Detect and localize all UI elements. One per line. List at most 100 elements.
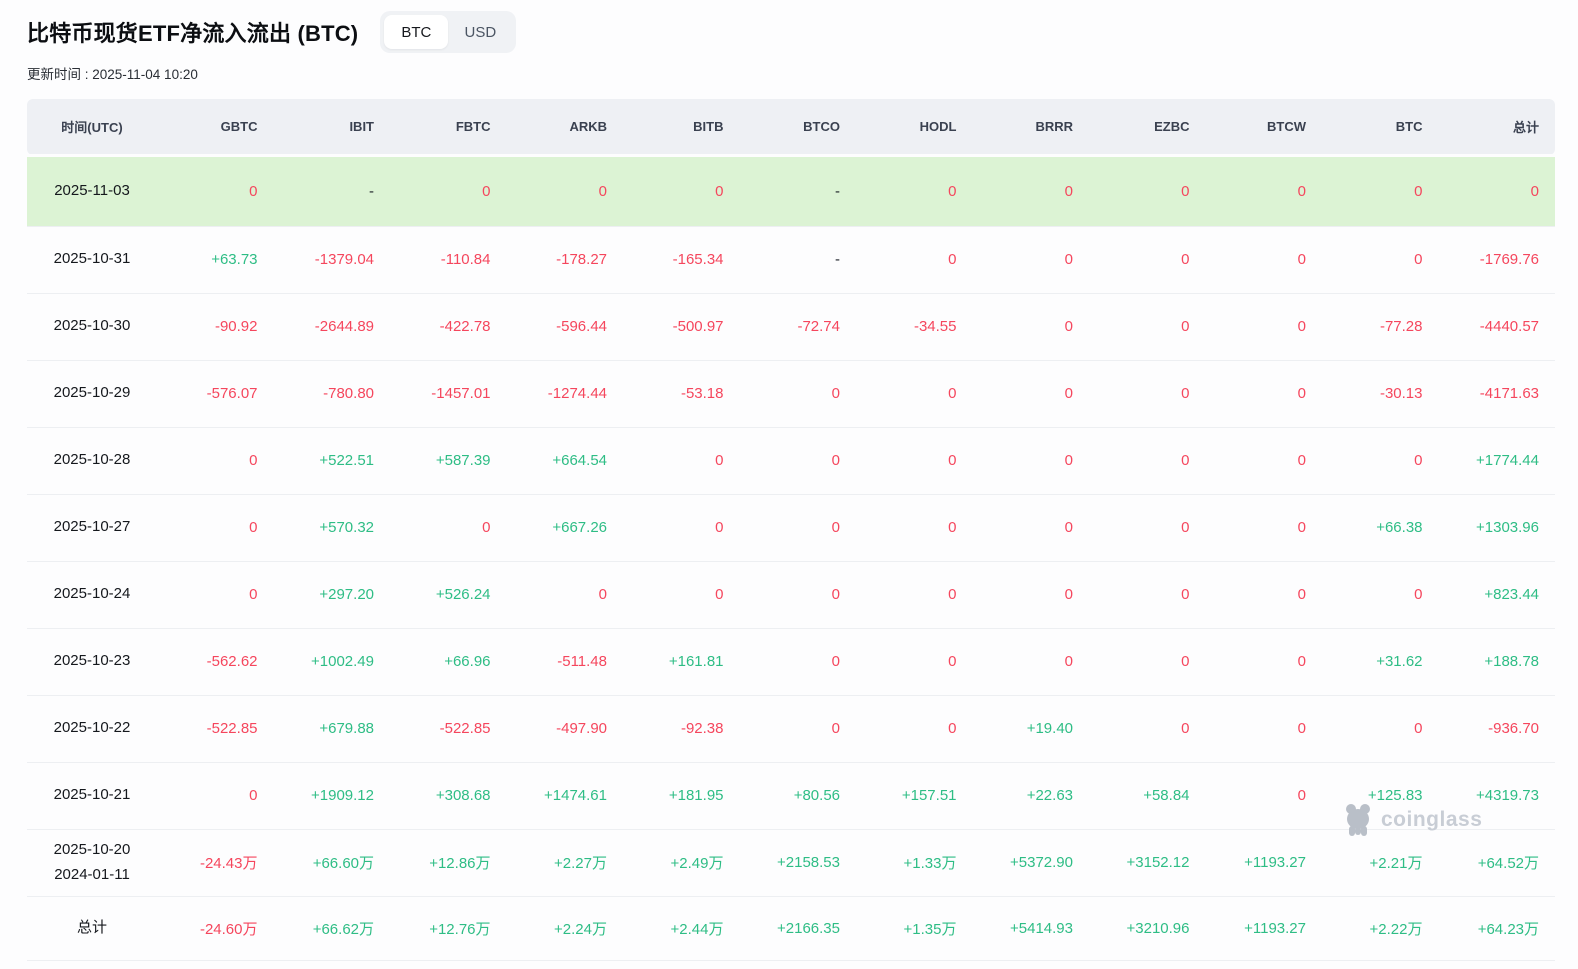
- table-row[interactable]: 2025-10-30 -90.92 -2644.89 -422.78 -596.44 -5…: [27, 293, 1555, 361]
- flow-value: 0: [739, 561, 856, 629]
- column-header-ARKB: ARKB: [506, 99, 623, 155]
- row-date: 2025-10-21: [27, 762, 157, 830]
- flow-value: -77.28: [1322, 293, 1439, 361]
- table-row[interactable]: 2025-10-27 0 +570.32 0 +667.26 0 0 0 0 0 0 +66.38 +1…: [27, 494, 1555, 562]
- flow-value: +80.56: [739, 762, 856, 830]
- flow-value: 0: [623, 561, 740, 629]
- column-header-BTCO: BTCO: [739, 99, 856, 155]
- table-row[interactable]: 2025-10-23 -562.62 +1002.49 +66.96 -511.48 +1…: [27, 628, 1555, 696]
- flow-value: -: [273, 153, 390, 227]
- table-row[interactable]: 2025-11-03 0-0 0 0-0 0 0 0 0 0: [27, 153, 1555, 227]
- flow-value: 0: [972, 561, 1089, 629]
- flow-value: +63.73: [157, 226, 274, 294]
- flow-value: +1193.27: [1205, 829, 1322, 897]
- flow-value: 0: [1205, 695, 1322, 763]
- flow-value: +19.40: [972, 695, 1089, 763]
- flow-value: 0: [623, 153, 740, 227]
- flow-value: 0: [623, 427, 740, 495]
- flow-value: +522.51: [273, 427, 390, 495]
- flow-value: +64.23万: [1438, 896, 1555, 961]
- flow-value: 0: [739, 427, 856, 495]
- flow-value: 0: [1089, 494, 1206, 562]
- flow-value: +31.62: [1322, 628, 1439, 696]
- flow-value: +157.51: [856, 762, 973, 830]
- flow-value: +12.76万: [390, 896, 507, 961]
- flow-value: -165.34: [623, 226, 740, 294]
- table-row[interactable]: 2025-10-20 2024-01-11 -24.43万 +66.60万 +12.86…: [27, 829, 1555, 897]
- flow-value: +5372.90: [972, 829, 1089, 897]
- column-header-总计: 总计: [1438, 99, 1555, 155]
- flow-value: +526.24: [390, 561, 507, 629]
- flow-value: 0: [1089, 427, 1206, 495]
- flow-value: 0: [856, 695, 973, 763]
- flow-value: 0: [1205, 628, 1322, 696]
- flow-value: -30.13: [1322, 360, 1439, 428]
- flow-value: 0: [1322, 427, 1439, 495]
- table-row[interactable]: 2025-10-31 +63.73 -1379.04 -110.84 -178.27 -1…: [27, 226, 1555, 294]
- flow-value: 0: [623, 494, 740, 562]
- flow-value: +570.32: [273, 494, 390, 562]
- flow-value: 0: [972, 360, 1089, 428]
- flow-value: -780.80: [273, 360, 390, 428]
- flow-value: +4319.73: [1438, 762, 1555, 830]
- flow-value: 0: [1322, 561, 1439, 629]
- flow-value: +2166.35: [739, 896, 856, 961]
- column-header-GBTC: GBTC: [157, 99, 274, 155]
- total-row[interactable]: 总计 -24.60万 +66.62万 +12.76万 +2.24万 +2.44万 +2166…: [27, 896, 1555, 961]
- flow-value: 0: [972, 628, 1089, 696]
- flow-value: 0: [157, 153, 274, 227]
- column-header-HODL: HODL: [856, 99, 973, 155]
- flow-value: 0: [390, 153, 507, 227]
- flow-value: +181.95: [623, 762, 740, 830]
- table-row[interactable]: 2025-10-22 -522.85 +679.88 -522.85 -497.90 -9…: [27, 695, 1555, 763]
- flow-value: 0: [739, 360, 856, 428]
- flow-value: -34.55: [856, 293, 973, 361]
- flow-value: -1457.01: [390, 360, 507, 428]
- row-date: 2025-10-23: [27, 628, 157, 696]
- flow-value: +823.44: [1438, 561, 1555, 629]
- table-row[interactable]: 2025-10-21 0 +1909.12 +308.68 +1474.61 +181.9…: [27, 762, 1555, 830]
- flow-value: 0: [1089, 561, 1206, 629]
- flow-value: 0: [739, 628, 856, 696]
- flow-value: -500.97: [623, 293, 740, 361]
- flow-value: +188.78: [1438, 628, 1555, 696]
- flow-value: 0: [1205, 293, 1322, 361]
- flow-value: +308.68: [390, 762, 507, 830]
- flow-value: 0: [1089, 695, 1206, 763]
- flow-value: 0: [739, 494, 856, 562]
- flow-value: +66.96: [390, 628, 507, 696]
- flow-value: +58.84: [1089, 762, 1206, 830]
- flow-value: +2.24万: [506, 896, 623, 961]
- btc-toggle-button[interactable]: BTC: [384, 15, 449, 49]
- flow-value: 0: [1205, 762, 1322, 830]
- flow-value: +667.26: [506, 494, 623, 562]
- table-row[interactable]: 2025-10-24 0 +297.20 +526.24 0 0 0 0 0 0 0 0 +823.44: [27, 561, 1555, 629]
- flow-value: 0: [1089, 628, 1206, 696]
- flow-value: -: [739, 153, 856, 227]
- usd-toggle-button[interactable]: USD: [448, 15, 512, 49]
- flow-value: 0: [1205, 561, 1322, 629]
- flow-value: +66.62万: [273, 896, 390, 961]
- column-header-FBTC: FBTC: [390, 99, 507, 155]
- flow-value: 0: [1089, 226, 1206, 294]
- table-row[interactable]: 2025-10-28 0 +522.51 +587.39 +664.54 0 0 0 0 0 0 0 +…: [27, 427, 1555, 495]
- flow-value: 0: [1205, 226, 1322, 294]
- table-row[interactable]: 2025-10-29 -576.07 -780.80 -1457.01 -1274.44…: [27, 360, 1555, 428]
- total-label: 总计: [27, 896, 157, 961]
- flow-value: 0: [856, 226, 973, 294]
- flow-value: +66.60万: [273, 829, 390, 897]
- flow-value: -1769.76: [1438, 226, 1555, 294]
- flow-value: -53.18: [623, 360, 740, 428]
- flow-value: +125.83: [1322, 762, 1439, 830]
- title-row: 比特币现货ETF净流入流出 (BTC) BTC USD: [27, 10, 1553, 54]
- flow-value: +1774.44: [1438, 427, 1555, 495]
- flow-value: +2.44万: [623, 896, 740, 961]
- flow-value: 0: [390, 494, 507, 562]
- update-time: 更新时间 : 2025-11-04 10:20: [27, 67, 198, 82]
- row-date: 2025-10-28: [27, 427, 157, 495]
- flow-value: 0: [739, 695, 856, 763]
- flow-value: -497.90: [506, 695, 623, 763]
- row-date: 2025-10-30: [27, 293, 157, 361]
- flow-value: 0: [972, 153, 1089, 227]
